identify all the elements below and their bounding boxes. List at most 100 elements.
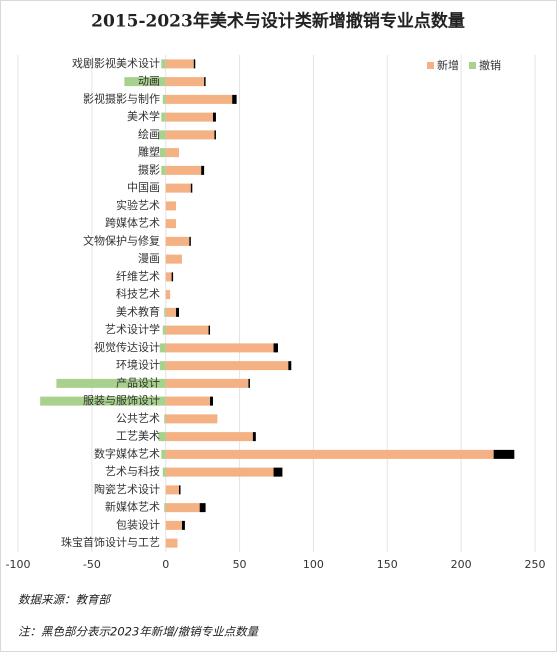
x-tick-label: 250 xyxy=(525,558,546,571)
bar xyxy=(164,307,166,317)
bar xyxy=(165,378,249,388)
bar xyxy=(199,503,206,513)
bar xyxy=(161,449,166,459)
footnote: 注：黑色部分表示2023年新增/撤销专业点数量 xyxy=(18,625,260,639)
bar xyxy=(165,361,289,371)
y-tick-label: 动画 xyxy=(138,75,160,88)
y-tick-label: 美术教育 xyxy=(116,304,160,318)
bar xyxy=(165,520,182,530)
bar xyxy=(161,112,166,122)
source-note: 数据来源：教育部 xyxy=(18,593,112,607)
bar xyxy=(165,467,274,477)
bar xyxy=(165,325,209,335)
x-tick-label: 150 xyxy=(377,558,398,571)
bar xyxy=(159,148,166,158)
bar xyxy=(158,432,166,442)
bar xyxy=(165,272,172,282)
y-tick-label: 跨媒体艺术 xyxy=(105,216,160,230)
y-tick-label: 工艺美术 xyxy=(116,430,160,443)
bar xyxy=(165,307,177,317)
bar xyxy=(165,503,200,513)
bar xyxy=(232,94,237,104)
bar xyxy=(165,236,190,246)
bar xyxy=(273,467,283,477)
legend-label: 新增 xyxy=(437,58,459,72)
bar xyxy=(214,130,216,140)
bar xyxy=(288,361,292,371)
bar xyxy=(181,520,185,530)
y-tick-label: 雕塑 xyxy=(138,145,160,159)
bar xyxy=(165,148,180,158)
y-tick-label: 纤维艺术 xyxy=(116,270,160,283)
y-tick-label: 实验艺术 xyxy=(116,198,160,212)
bar xyxy=(273,343,278,353)
bar xyxy=(176,307,180,317)
x-tick-label: 100 xyxy=(303,558,324,571)
bar xyxy=(165,396,211,406)
bar xyxy=(179,485,181,495)
bar xyxy=(248,378,250,388)
bar xyxy=(165,130,215,140)
bar xyxy=(212,112,216,122)
x-tick-label: -50 xyxy=(83,558,101,571)
y-tick-label: 视觉传达设计 xyxy=(94,340,160,354)
bar xyxy=(193,59,196,69)
bar xyxy=(208,325,211,335)
y-tick-label: 影视摄影与制作 xyxy=(83,91,160,105)
y-tick-label: 陶瓷艺术设计 xyxy=(94,482,160,496)
y-tick-label: 艺术与科技 xyxy=(105,464,160,478)
bar xyxy=(165,183,191,193)
bar xyxy=(165,77,205,87)
y-tick-label: 戏剧影视美术设计 xyxy=(72,56,160,70)
x-tick-label: 0 xyxy=(162,558,169,571)
bar xyxy=(204,77,206,87)
bar xyxy=(165,449,494,459)
bar xyxy=(165,112,213,122)
bar xyxy=(165,59,194,69)
bar xyxy=(165,165,202,175)
y-tick-label: 漫画 xyxy=(138,251,160,265)
bar xyxy=(493,449,515,459)
bar xyxy=(162,94,166,104)
bar xyxy=(165,219,177,229)
y-tick-label: 新媒体艺术 xyxy=(105,500,160,514)
bar xyxy=(252,432,256,442)
x-tick-label: 50 xyxy=(233,558,247,571)
bar xyxy=(161,59,166,69)
bar xyxy=(165,414,218,424)
bar xyxy=(164,503,166,513)
bar xyxy=(165,290,171,300)
y-tick-label: 中国画 xyxy=(127,181,160,194)
x-tick-label: -100 xyxy=(6,558,31,571)
y-tick-label: 科技艺术 xyxy=(116,287,160,301)
bar xyxy=(124,77,166,87)
y-tick-label: 包装设计 xyxy=(116,518,160,531)
bar xyxy=(159,343,166,353)
bar xyxy=(162,467,166,477)
bar xyxy=(165,254,182,264)
legend-label: 撤销 xyxy=(479,58,501,72)
y-tick-label: 数字媒体艺术 xyxy=(94,446,160,460)
bar xyxy=(165,485,180,495)
y-tick-label: 摄影 xyxy=(138,162,160,176)
y-tick-label: 服装与服饰设计 xyxy=(83,393,160,407)
y-tick-label: 艺术设计学 xyxy=(105,322,160,336)
y-tick-label: 美术学 xyxy=(127,109,160,123)
bar xyxy=(189,236,191,246)
bar xyxy=(164,414,166,424)
bar xyxy=(165,538,178,548)
y-tick-label: 珠宝首饰设计与工艺 xyxy=(61,535,160,549)
bar xyxy=(165,94,233,104)
bar xyxy=(158,130,166,140)
bar xyxy=(201,165,205,175)
bar xyxy=(165,432,253,442)
bar xyxy=(165,201,177,211)
y-tick-label: 产品设计 xyxy=(116,375,160,389)
bar xyxy=(210,396,213,406)
bar xyxy=(56,378,166,388)
chart-title: 2015-2023年美术与设计类新增撤销专业点数量 xyxy=(91,11,465,32)
bar xyxy=(190,183,193,193)
x-tick-label: 200 xyxy=(451,558,472,571)
